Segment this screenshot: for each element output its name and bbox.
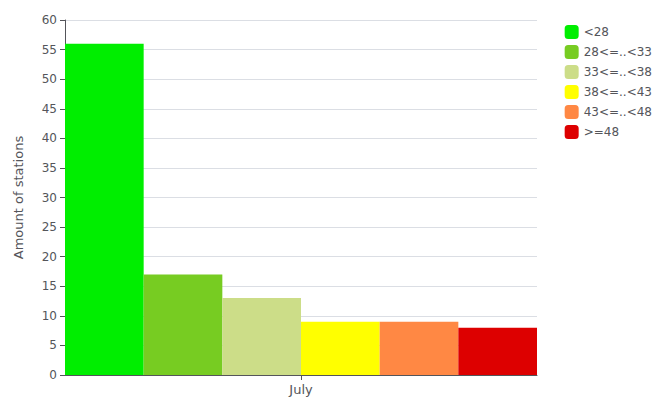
svg-text:33<=..<38: 33<=..<38 bbox=[584, 65, 652, 79]
svg-text:55: 55 bbox=[42, 43, 57, 57]
svg-text:30: 30 bbox=[42, 191, 57, 205]
svg-text:Amount of stations: Amount of stations bbox=[11, 136, 26, 260]
svg-text:35: 35 bbox=[42, 161, 57, 175]
svg-text:>=48: >=48 bbox=[584, 125, 619, 139]
svg-text:43<=..<48: 43<=..<48 bbox=[584, 105, 652, 119]
svg-text:50: 50 bbox=[42, 72, 57, 86]
svg-text:10: 10 bbox=[42, 309, 57, 323]
svg-text:40: 40 bbox=[42, 131, 57, 145]
svg-text:20: 20 bbox=[42, 250, 57, 264]
svg-text:25: 25 bbox=[42, 220, 57, 234]
svg-text:July: July bbox=[288, 382, 313, 397]
svg-text:45: 45 bbox=[42, 102, 57, 116]
svg-text:38<=..<43: 38<=..<43 bbox=[584, 85, 652, 99]
svg-text:60: 60 bbox=[42, 13, 57, 27]
svg-text:<28: <28 bbox=[584, 25, 609, 39]
svg-text:0: 0 bbox=[49, 368, 57, 382]
svg-text:5: 5 bbox=[49, 338, 57, 352]
svg-text:28<=..<33: 28<=..<33 bbox=[584, 45, 652, 59]
svg-text:15: 15 bbox=[42, 279, 57, 293]
